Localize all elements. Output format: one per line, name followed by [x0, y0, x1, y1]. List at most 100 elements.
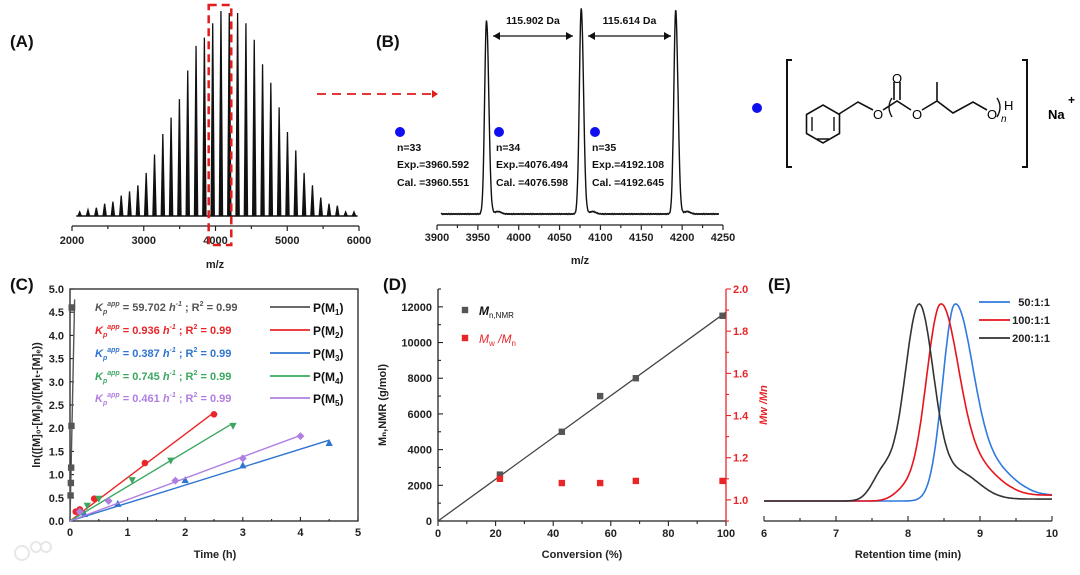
rate-equation: Kpapp = 59.702 h-1 ; R2 = 0.99 — [95, 301, 238, 316]
x-tick-label: 6 — [761, 528, 767, 540]
text-span: -1 — [170, 370, 176, 377]
data-point — [238, 454, 247, 463]
right-y-tick-label: 1.6 — [733, 368, 748, 380]
text-span: P(M — [313, 301, 335, 315]
text-span: app — [107, 301, 120, 308]
y-tick-label: 1.5 — [49, 446, 64, 458]
text-span: = 0.99 — [197, 325, 231, 337]
data-point — [90, 495, 98, 503]
charge-plus: + — [1068, 93, 1075, 107]
y-tick-label: 1.0 — [49, 470, 64, 482]
x-tick-label: 4 — [297, 527, 304, 539]
text-span: = 0.99 — [204, 302, 238, 314]
spectrum-peak — [127, 191, 132, 217]
panel-c-kinetics-plot: (C) 0.0 0.5 1.0 1.5 2.0 2.5 3.0 3.5 4.0 4.5 5.0 0 1 2 3… — [10, 275, 361, 561]
x-tick-label: 3000 — [132, 235, 156, 247]
spectrum-peak — [276, 107, 282, 217]
spectrum-peak — [301, 172, 307, 217]
data-point — [67, 479, 75, 487]
x-tick-label: 20 — [489, 528, 501, 540]
y-tick-label: 2.5 — [49, 400, 64, 412]
legend-label: P(M2) — [313, 324, 343, 340]
series-left — [496, 312, 726, 478]
text-span: 2 — [194, 370, 198, 377]
y-axis-label: ln(([M]₀-[M]ₑ)/([M]ₜ-[M]ₑ)) — [31, 342, 43, 468]
text-span: p — [102, 332, 108, 339]
text-span: 1 — [335, 308, 340, 317]
spectrum-peak — [285, 131, 290, 217]
data-point — [68, 422, 75, 430]
spectrum-peak — [318, 197, 324, 217]
data-point — [558, 479, 566, 487]
y-tick-label: 6000 — [408, 409, 432, 421]
text-span: = 0.99 — [197, 348, 231, 360]
spectrum-peak — [193, 45, 199, 217]
spectrum-peak — [102, 203, 107, 217]
text-span: = 0.99 — [197, 393, 231, 405]
right-y-axis-label: Mw /Mn — [758, 385, 770, 425]
spectrum-peak — [85, 207, 91, 217]
text-span: n,NMR — [489, 311, 514, 320]
x-tick-label: 7 — [833, 528, 839, 540]
data-point — [68, 304, 76, 311]
y-tick-label: 0.5 — [49, 493, 64, 505]
legend-label-mn: Mn,NMR — [479, 304, 514, 320]
x-tick-label: 4000 — [506, 232, 530, 244]
data-point — [95, 495, 103, 503]
text-span: ; R — [176, 393, 194, 405]
text-span: -1 — [176, 301, 182, 308]
x-tick-label: 6000 — [347, 235, 371, 247]
legend-label: P(M5) — [313, 392, 343, 408]
series-m1 — [67, 299, 76, 522]
text-span: = 0.99 — [197, 371, 231, 383]
fit-line — [69, 411, 215, 522]
text-span: p — [102, 400, 108, 407]
x-tick-label: 0 — [435, 528, 441, 540]
x-tick-label: 3950 — [466, 232, 490, 244]
spacing-label: 115.902 Da — [506, 15, 560, 27]
hydrogen-atom: H — [1004, 98, 1013, 113]
x-tick-label: 5 — [355, 527, 361, 539]
text-span: 2 — [194, 347, 198, 354]
x-tick-label: 2000 — [60, 235, 84, 247]
x-tick-label: 3900 — [425, 232, 449, 244]
spectrum-line — [440, 8, 720, 216]
spectrum-peak — [235, 13, 240, 217]
text-span: -1 — [170, 392, 176, 399]
y-tick-label: 3.5 — [49, 354, 64, 366]
data-point — [75, 507, 84, 516]
data-point — [171, 476, 180, 485]
panel-label-c: (C) — [10, 275, 34, 294]
spacing-label: 115.614 Da — [603, 15, 657, 27]
x-tick-label: 40 — [547, 528, 559, 540]
fit-line — [69, 434, 301, 522]
annotation-cal: Cal. =4192.645 — [592, 177, 664, 189]
y-tick-label: 4.5 — [49, 307, 64, 319]
text-span: p — [102, 355, 108, 362]
spectrum-peak — [185, 70, 190, 217]
text-span: 4 — [335, 377, 340, 386]
data-point — [496, 475, 504, 483]
text-span: = 0.387 — [120, 348, 163, 360]
arrow-head-icon — [432, 90, 438, 98]
legend-label: P(M4) — [313, 370, 343, 386]
text-span: ; R — [176, 371, 194, 383]
data-point — [83, 502, 91, 510]
x-tick-label: 4250 — [711, 232, 735, 244]
blue-dot-marker — [590, 127, 600, 137]
annotation-exp: Exp.=3960.592 — [397, 159, 469, 171]
data-point — [558, 428, 566, 435]
legend-label: 100:1:1 — [1012, 315, 1050, 327]
spectrum-peak — [160, 133, 166, 217]
repeat-parentheses — [888, 97, 1001, 118]
spectrum-peak — [177, 99, 182, 217]
x-tick-label: 4050 — [547, 232, 571, 244]
text-span: P(M — [313, 370, 335, 384]
y-tick-label: 5.0 — [49, 284, 64, 296]
data-point — [461, 334, 469, 342]
text-span: -1 — [170, 324, 176, 331]
data-point — [632, 375, 640, 382]
carbonyl-oxygen: O — [892, 71, 902, 86]
fit-line — [69, 299, 76, 522]
fit-line — [437, 311, 727, 522]
